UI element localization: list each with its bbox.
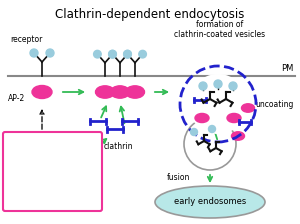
Ellipse shape (95, 86, 115, 98)
Circle shape (199, 82, 207, 90)
Circle shape (214, 80, 222, 88)
Circle shape (190, 129, 197, 136)
Text: Clathrin-dependent endocytosis: Clathrin-dependent endocytosis (55, 8, 245, 21)
Ellipse shape (232, 132, 244, 140)
Text: AP-2: AP-2 (8, 93, 25, 103)
Text: α-adaptin: α-adaptin (34, 155, 71, 164)
Circle shape (229, 82, 237, 90)
Circle shape (124, 50, 131, 58)
Text: fusion: fusion (167, 174, 190, 183)
Circle shape (46, 49, 54, 57)
Text: σ2-chain: σ2-chain (36, 194, 69, 202)
Text: early endosomes: early endosomes (174, 198, 246, 207)
Text: clathrin: clathrin (103, 142, 133, 151)
Circle shape (109, 50, 116, 58)
Circle shape (188, 74, 248, 134)
Circle shape (124, 50, 131, 58)
Circle shape (208, 125, 215, 133)
Circle shape (109, 50, 116, 58)
Text: receptor: receptor (10, 35, 42, 44)
Ellipse shape (155, 186, 265, 218)
Text: uncoating: uncoating (255, 99, 293, 108)
FancyBboxPatch shape (3, 132, 102, 211)
Ellipse shape (227, 113, 241, 123)
Text: formation of
clathrin-coated vesicles: formation of clathrin-coated vesicles (174, 20, 266, 39)
Text: AP-2 complex: AP-2 complex (27, 142, 78, 151)
Ellipse shape (195, 113, 209, 123)
Text: PM: PM (282, 64, 294, 73)
Circle shape (30, 49, 38, 57)
Text: μ2-chain: μ2-chain (36, 181, 69, 190)
Text: β2-adaptin: β2-adaptin (32, 168, 74, 177)
Ellipse shape (242, 104, 254, 112)
Ellipse shape (32, 86, 52, 99)
Circle shape (94, 50, 101, 58)
Ellipse shape (125, 86, 145, 98)
Circle shape (139, 50, 146, 58)
Ellipse shape (110, 86, 130, 98)
